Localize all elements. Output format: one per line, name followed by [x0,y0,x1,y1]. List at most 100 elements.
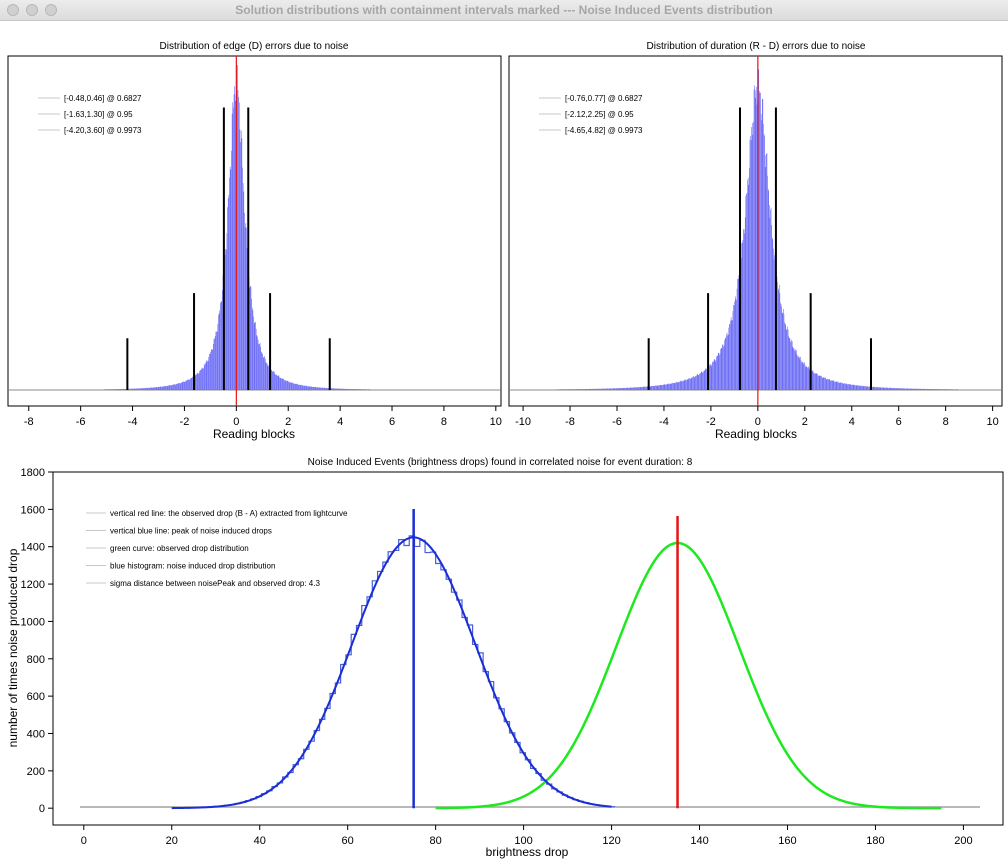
histogram-bar [362,389,364,390]
histogram-bar [226,233,228,390]
histogram-bar [281,378,283,390]
histogram-bar [577,389,579,390]
histogram-bar [830,380,832,390]
histogram-bar [655,385,657,390]
histogram-bar [607,388,608,390]
histogram-bar [912,388,913,390]
histogram-bar [306,385,308,390]
histogram-bar [146,387,147,390]
histogram-bar [872,386,874,390]
histogram-bar [295,383,297,390]
histogram-bar [344,388,345,390]
histogram-bar [309,386,311,390]
histogram-bar [771,237,773,390]
histogram-bar [858,385,860,390]
histogram-bar [845,383,846,390]
x-tick-label: -2 [180,416,190,428]
histogram-bar [575,389,577,390]
histogram-bar [890,387,892,390]
histogram-bar [724,337,726,390]
histogram-bar [354,389,356,390]
histogram-bar [896,388,898,390]
minimize-button[interactable] [26,4,38,16]
histogram-bar [179,383,180,390]
histogram-bar [885,387,886,390]
histogram-bar [749,168,750,390]
histogram-bar [806,366,808,390]
histogram-bar [778,288,779,390]
histogram-bar [239,129,241,390]
histogram-bar [769,217,771,390]
histogram-bar [569,389,571,390]
histogram-bar [915,388,917,390]
y-tick-label: 1800 [21,467,45,479]
histogram-bar [297,384,298,390]
histogram-bar [813,373,815,390]
histogram-bar [784,322,785,390]
histogram-bar [771,225,772,390]
histogram-bar [211,348,212,390]
histogram-bar [612,388,613,390]
histogram-bar [583,389,585,390]
x-tick-label: -6 [612,416,622,428]
histogram-bar [756,104,758,390]
close-button[interactable] [7,4,19,16]
histogram-bar [616,388,617,390]
histogram-bar [931,389,933,390]
histogram-bar [921,388,922,390]
histogram-bar [921,388,923,390]
histogram-bar [731,320,733,390]
histogram-bar [616,388,618,390]
histogram-bar [314,387,315,390]
histogram-bar [656,385,657,390]
histogram-bar [332,388,334,390]
histogram-bar [622,388,624,390]
histogram-bar [910,388,912,390]
histogram-bar [790,342,792,390]
histogram-bar [585,389,586,390]
histogram-bar [587,389,589,390]
histogram-bar [932,389,933,390]
histogram-bar [576,389,578,390]
histogram-bar [212,344,214,390]
histogram-bar [856,385,858,390]
histogram-bar [325,387,326,390]
histogram-bar [793,348,795,390]
histogram-bar [947,389,949,390]
histogram-bar [672,382,673,390]
histogram-bar [951,389,953,390]
histogram-bar [602,388,603,390]
histogram-bar [878,387,879,390]
histogram-bar [566,389,568,390]
histogram-bar [240,142,241,390]
histogram-bar [873,386,875,390]
histogram-bar [796,354,798,390]
histogram-bar [273,371,275,390]
histogram-bar [133,388,134,390]
histogram-bar [939,389,940,390]
histogram-bar [107,389,109,390]
histogram-bar [820,376,821,390]
histogram-bar [932,389,934,390]
histogram-bar [574,389,575,390]
x-tick-label: 40 [254,835,266,847]
zoom-button[interactable] [45,4,57,16]
histogram-bar [773,248,774,390]
histogram-bar [290,382,291,390]
histogram-bar [281,378,282,390]
histogram-bar [919,388,920,390]
histogram-bar [934,389,936,390]
histogram-bar [304,385,306,390]
histogram-bar [568,389,569,390]
histogram-bar [156,387,158,390]
histogram-bar [355,389,356,390]
histogram-bar [123,388,125,390]
histogram-bar [638,386,640,390]
histogram-bar [871,386,873,390]
histogram-bar [822,377,824,390]
histogram-bar [690,378,691,390]
histogram-bar [737,279,739,390]
histogram-bar [185,380,187,390]
histogram-bar [603,388,605,390]
histogram-bar [685,380,687,390]
